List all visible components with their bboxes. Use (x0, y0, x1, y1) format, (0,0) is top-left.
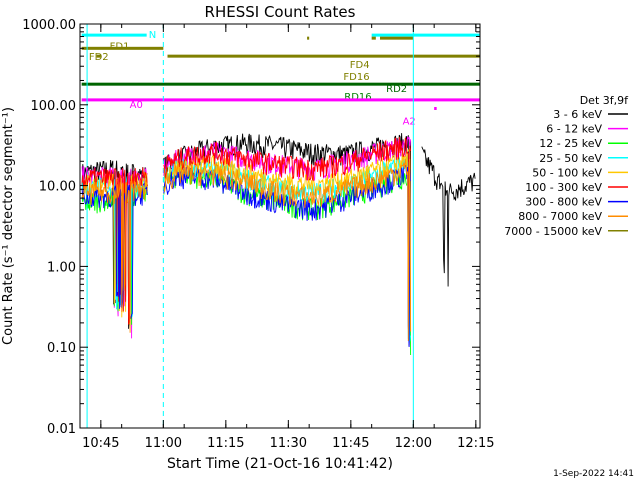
flag-label-rd16: RD16 (344, 92, 371, 103)
flag-bar-fd4 (371, 36, 376, 40)
flag-bar-fd2 (167, 54, 480, 58)
legend-title: Det 3f,9f (580, 94, 629, 107)
series-800-7000-kev (81, 179, 148, 333)
y-tick-label: 0.01 (47, 422, 76, 437)
flag-bar-a0 (81, 98, 481, 102)
x-tick-label: 11:15 (207, 436, 244, 451)
flag-bar-n (371, 33, 480, 37)
x-tick-label: 10:45 (82, 436, 119, 451)
series-800-7000-kev (163, 158, 412, 342)
series-3-6-kev (421, 146, 476, 287)
flag-label-fd16: FD16 (343, 72, 369, 83)
legend-item-label: 3 - 6 keV (553, 108, 602, 121)
flag-bar-a2 (434, 106, 437, 110)
flag-bar-n (81, 33, 147, 37)
series-100-300-kev (81, 167, 148, 325)
flag-bar-fd4 (307, 36, 310, 40)
y-tick-label: 1000.00 (22, 18, 76, 33)
x-tick-label: 12:15 (457, 436, 494, 451)
flag-bar-fd2 (96, 54, 101, 58)
plot-frame (79, 23, 481, 429)
legend-item-label: 100 - 300 keV (525, 181, 602, 194)
y-tick-label: 1.00 (47, 260, 76, 275)
legend-item-label: 7000 - 15000 keV (504, 225, 602, 238)
x-axis-label: Start Time (21-Oct-16 10:41:42) (167, 456, 393, 472)
y-tick-label: 100.00 (31, 99, 77, 114)
legend-item-label: 6 - 12 keV (546, 123, 602, 136)
flag-label-a0: A0 (130, 100, 143, 111)
y-tick-label: 10.00 (39, 180, 76, 195)
legend-item-label: 800 - 7000 keV (518, 210, 602, 223)
series-50-100-kev (163, 149, 412, 331)
legend-item-label: 25 - 50 keV (539, 152, 602, 165)
flag-label-fd2: FD2 (89, 52, 109, 63)
x-tick-label: 12:00 (395, 436, 432, 451)
flag-label-fd1: FD1 (110, 41, 130, 52)
x-tick-label: 11:45 (332, 436, 369, 451)
flag-label-rd2: RD2 (386, 84, 407, 95)
flag-label-fd4: FD4 (350, 60, 370, 71)
flag-bar-rd2 (81, 82, 481, 86)
footer-timestamp: 1-Sep-2022 14:41 (553, 469, 634, 479)
flag-label-a2: A2 (403, 116, 416, 127)
legend-item-label: 50 - 100 keV (532, 166, 602, 179)
flag-label-n: N (149, 30, 156, 41)
y-axis-label: Count Rate (s⁻¹ detector segment⁻¹) (1, 107, 16, 345)
series-300-800-kev (81, 182, 148, 319)
chart-title: RHESSI Count Rates (205, 3, 356, 21)
x-axis: 10:45 11:00 11:15 11:30 11:45 12:00 12:15 (82, 24, 495, 451)
x-tick-label: 11:00 (145, 436, 182, 451)
legend-item-label: 12 - 25 keV (539, 137, 602, 150)
x-tick-label: 11:30 (270, 436, 307, 451)
y-tick-label: 0.10 (47, 341, 76, 356)
flag-bar-fd4 (380, 36, 414, 40)
flag-bar-fd1 (81, 46, 164, 50)
series-25-50-kev (81, 176, 148, 317)
series-300-800-kev (163, 163, 412, 348)
legend-item-label: 300 - 800 keV (525, 196, 602, 209)
series-100-300-kev (163, 136, 412, 336)
series-lines (81, 133, 476, 356)
y-axis: 1000.00 100.00 10.00 1.00 0.10 0.01 (22, 18, 480, 437)
